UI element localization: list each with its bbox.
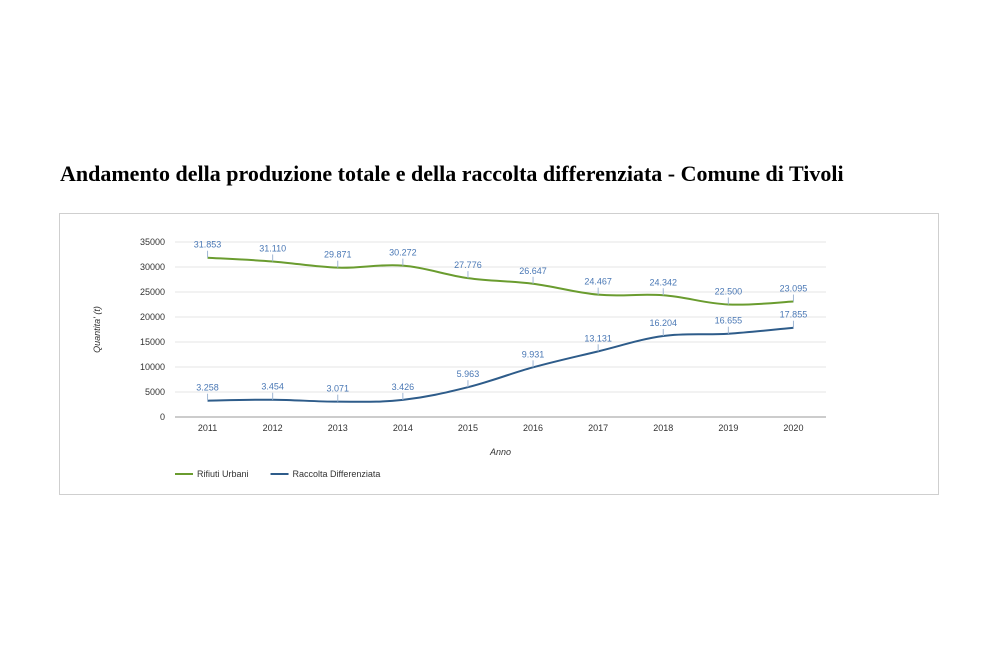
- y-axis-title: Quantita' (t): [92, 306, 102, 353]
- data-label-rifiuti-urbani: 29.871: [324, 250, 352, 260]
- x-tick-label: 2015: [458, 423, 478, 433]
- axes: 0 5000 10000 15000 20000 25000 30000 35000 2011 2…: [92, 237, 803, 457]
- line-chart: 0 5000 10000 15000 20000 25000 30000 35000 2011 2…: [92, 237, 826, 479]
- y-tick-label: 25000: [140, 287, 165, 297]
- data-label-rifiuti-urbani: 27.776: [454, 260, 482, 270]
- data-label-raccolta-differenziata: 13.131: [584, 333, 612, 343]
- x-tick-label: 2019: [718, 423, 738, 433]
- data-label-rifiuti-urbani: 26.647: [519, 266, 547, 276]
- data-label-rifiuti-urbani: 23.095: [780, 284, 808, 294]
- y-tick-label: 30000: [140, 262, 165, 272]
- series-lines: [207, 256, 794, 403]
- grid-lines: [175, 241, 826, 418]
- x-tick-label: 2017: [588, 423, 608, 433]
- data-label-raccolta-differenziata: 9.931: [522, 349, 545, 359]
- data-label-raccolta-differenziata: 17.855: [780, 310, 808, 320]
- series-line-rifiuti-urbani: [207, 256, 794, 306]
- legend: Rifiuti Urbani Raccolta Differenziata: [175, 469, 380, 479]
- x-tick-label: 2020: [783, 423, 803, 433]
- chart-container: 0 5000 10000 15000 20000 25000 30000 35000 2011 2…: [59, 213, 939, 495]
- x-tick-label: 2012: [263, 423, 283, 433]
- data-label-rifiuti-urbani: 24.467: [584, 277, 612, 287]
- legend-item-rifiuti-urbani[interactable]: Rifiuti Urbani: [175, 469, 249, 479]
- data-label-rifiuti-urbani: 22.500: [715, 287, 743, 297]
- y-tick-label: 0: [160, 412, 165, 422]
- y-tick-label: 10000: [140, 362, 165, 372]
- y-tick-label: 35000: [140, 237, 165, 247]
- data-label-rifiuti-urbani: 31.110: [259, 243, 286, 253]
- data-label-rifiuti-urbani: 31.853: [194, 240, 222, 250]
- x-tick-label: 2018: [653, 423, 673, 433]
- data-label-rifiuti-urbani: 24.342: [649, 277, 677, 287]
- x-tick-label: 2013: [328, 423, 348, 433]
- series-line-raccolta-differenziata: [207, 326, 794, 403]
- data-labels: 31.853 31.110 29.871 30.272 27.776 26.647 24.4…: [194, 240, 807, 402]
- legend-label: Rifiuti Urbani: [197, 469, 249, 479]
- data-label-raccolta-differenziata: 5.963: [457, 369, 480, 379]
- y-tick-label: 20000: [140, 312, 165, 322]
- x-tick-label: 2016: [523, 423, 543, 433]
- y-tick-label: 5000: [145, 387, 165, 397]
- x-tick-label: 2011: [198, 423, 217, 433]
- page-title: Andamento della produzione totale e dell…: [60, 161, 844, 186]
- data-label-raccolta-differenziata: 3.258: [196, 383, 219, 393]
- x-axis-title: Anno: [489, 447, 511, 457]
- data-label-raccolta-differenziata: 16.204: [649, 318, 677, 328]
- data-label-raccolta-differenziata: 3.071: [326, 384, 349, 394]
- legend-item-raccolta-differenziata[interactable]: Raccolta Differenziata: [270, 469, 381, 479]
- x-tick-label: 2014: [393, 423, 413, 433]
- data-label-rifiuti-urbani: 30.272: [389, 248, 417, 258]
- y-tick-label: 15000: [140, 337, 165, 347]
- data-label-raccolta-differenziata: 3.426: [392, 382, 415, 392]
- data-label-raccolta-differenziata: 3.454: [261, 382, 284, 392]
- legend-label: Raccolta Differenziata: [293, 469, 381, 479]
- data-label-raccolta-differenziata: 16.655: [715, 316, 743, 326]
